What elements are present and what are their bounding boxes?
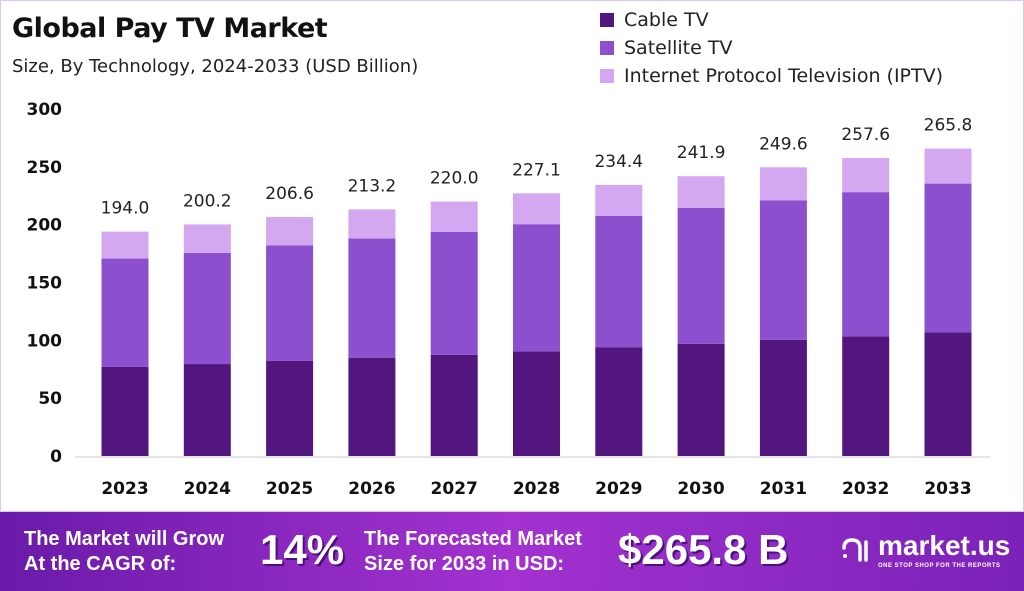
legend-label: Satellite TV — [624, 37, 733, 59]
y-tick-label: 300 — [27, 100, 63, 120]
bar-segment-cable — [677, 343, 725, 456]
x-tick-label: 2029 — [595, 479, 642, 499]
x-tick-label: 2032 — [842, 479, 889, 499]
y-tick-label: 150 — [27, 274, 63, 294]
total-data-label: 200.2 — [183, 191, 232, 211]
bar-segment-satellite — [677, 207, 725, 344]
bar-segment-iptv — [348, 209, 396, 239]
forecast-label-line: Size for 2033 in USD: — [364, 553, 565, 575]
bar-segment-iptv — [266, 217, 314, 246]
total-data-label: 257.6 — [841, 125, 890, 145]
y-tick-label: 250 — [27, 158, 63, 178]
cagr-label-line: At the CAGR of: — [24, 553, 177, 575]
y-tick-label: 100 — [27, 331, 63, 351]
total-data-label: 213.2 — [348, 176, 397, 196]
bar-segment-satellite — [266, 245, 314, 361]
bar-segment-iptv — [759, 167, 807, 201]
legend: Cable TV Satellite TV Internet Protocol … — [600, 6, 943, 90]
x-tick-label: 2031 — [760, 479, 807, 499]
x-tick-label: 2026 — [348, 479, 395, 499]
bar-segment-cable — [759, 339, 807, 456]
bar-segment-satellite — [924, 183, 972, 333]
bar-segment-satellite — [430, 231, 478, 355]
x-tick-label: 2024 — [184, 479, 231, 499]
legend-label: Internet Protocol Television (IPTV) — [624, 65, 944, 87]
total-data-label: 265.8 — [924, 116, 973, 136]
total-data-label: 220.0 — [430, 169, 479, 189]
bar-segment-satellite — [183, 252, 231, 365]
bar-segment-iptv — [183, 224, 231, 253]
bar-segment-cable — [924, 332, 972, 456]
bar-segment-iptv — [595, 184, 643, 216]
bar-segment-satellite — [348, 238, 396, 358]
x-tick-label: 2023 — [101, 479, 148, 499]
summary-banner: The Market will Grow At the CAGR of: 14% … — [0, 512, 1024, 591]
logo-text: market.us ONE STOP SHOP FOR THE REPORTS — [878, 530, 1010, 571]
total-data-label: 241.9 — [677, 143, 726, 163]
bar-segment-satellite — [759, 200, 807, 340]
forecast-value: $265.8 B — [618, 526, 789, 573]
y-tick-label: 50 — [38, 389, 62, 409]
cagr-label-line: The Market will Grow — [24, 528, 225, 550]
bar-segment-iptv — [677, 176, 725, 208]
forecast-label: The Forecasted Market Size for 2033 in US… — [364, 527, 582, 577]
total-data-label: 194.0 — [101, 199, 150, 219]
logo-tagline: ONE STOP SHOP FOR THE REPORTS — [878, 563, 1001, 569]
bar-segment-cable — [430, 354, 478, 456]
bar-segment-satellite — [595, 215, 643, 348]
bar-segment-iptv — [101, 231, 149, 259]
bar-segment-cable — [348, 357, 396, 456]
cagr-value: 14% — [260, 526, 345, 573]
legend-item-cable: Cable TV — [600, 6, 943, 34]
legend-item-satellite: Satellite TV — [600, 34, 943, 62]
bar-segment-cable — [595, 347, 643, 456]
bar-segment-cable — [183, 364, 231, 456]
bar-segment-cable — [101, 366, 149, 456]
logo-name: market.us — [878, 530, 1011, 561]
y-tick-label: 0 — [50, 447, 62, 467]
bar-segment-iptv — [842, 158, 890, 193]
bar-segment-cable — [842, 336, 890, 456]
x-tick-label: 2025 — [266, 479, 313, 499]
legend-swatch — [600, 41, 614, 55]
legend-label: Cable TV — [624, 9, 709, 31]
bar-segment-cable — [266, 360, 314, 456]
bar-segment-cable — [513, 351, 560, 456]
total-data-label: 234.4 — [594, 152, 643, 172]
bar-segment-satellite — [101, 258, 149, 367]
total-data-label: 227.1 — [512, 160, 561, 180]
bar-segment-satellite — [842, 192, 890, 337]
total-data-label: 249.6 — [759, 134, 808, 154]
bar-segment-iptv — [513, 193, 560, 225]
bar-segment-iptv — [924, 148, 972, 184]
total-data-label: 206.6 — [265, 184, 314, 204]
cagr-label: The Market will Grow At the CAGR of: — [24, 527, 224, 577]
forecast-label-line: The Forecasted Market — [364, 528, 582, 550]
legend-item-iptv: Internet Protocol Television (IPTV) — [600, 62, 943, 90]
market-us-logo: market.us ONE STOP SHOP FOR THE REPORTS — [840, 530, 1010, 571]
legend-swatch — [600, 69, 614, 83]
x-tick-label: 2027 — [431, 479, 478, 499]
bar-segment-iptv — [430, 201, 478, 232]
legend-swatch — [600, 13, 614, 27]
chart-title: Global Pay TV Market — [12, 13, 328, 44]
x-tick-label: 2028 — [513, 479, 560, 499]
x-tick-label: 2033 — [924, 479, 971, 499]
bar-chart: 0 50 100 150 200 250 300 194.0 2023 200.2 2024 206.… — [27, 100, 990, 499]
y-tick-label: 200 — [27, 216, 63, 236]
chart-subtitle: Size, By Technology, 2024-2033 (USD Bill… — [12, 56, 419, 77]
x-tick-label: 2030 — [677, 479, 724, 499]
logo-mark-icon — [842, 537, 868, 562]
bar-segment-satellite — [513, 224, 560, 352]
